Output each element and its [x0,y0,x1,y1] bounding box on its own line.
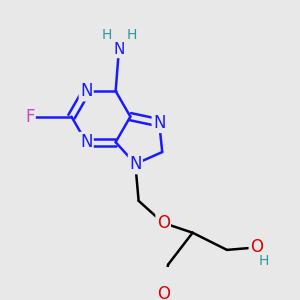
Text: F: F [25,108,34,126]
Text: O: O [157,214,170,232]
Text: O: O [250,238,263,256]
Text: H: H [127,28,137,42]
Text: H: H [102,28,112,42]
Text: N: N [153,114,165,132]
Text: O: O [157,285,170,300]
Text: H: H [259,254,269,268]
Text: N: N [129,155,142,173]
Text: N: N [113,42,124,57]
Text: N: N [80,82,92,100]
Text: N: N [80,133,92,151]
